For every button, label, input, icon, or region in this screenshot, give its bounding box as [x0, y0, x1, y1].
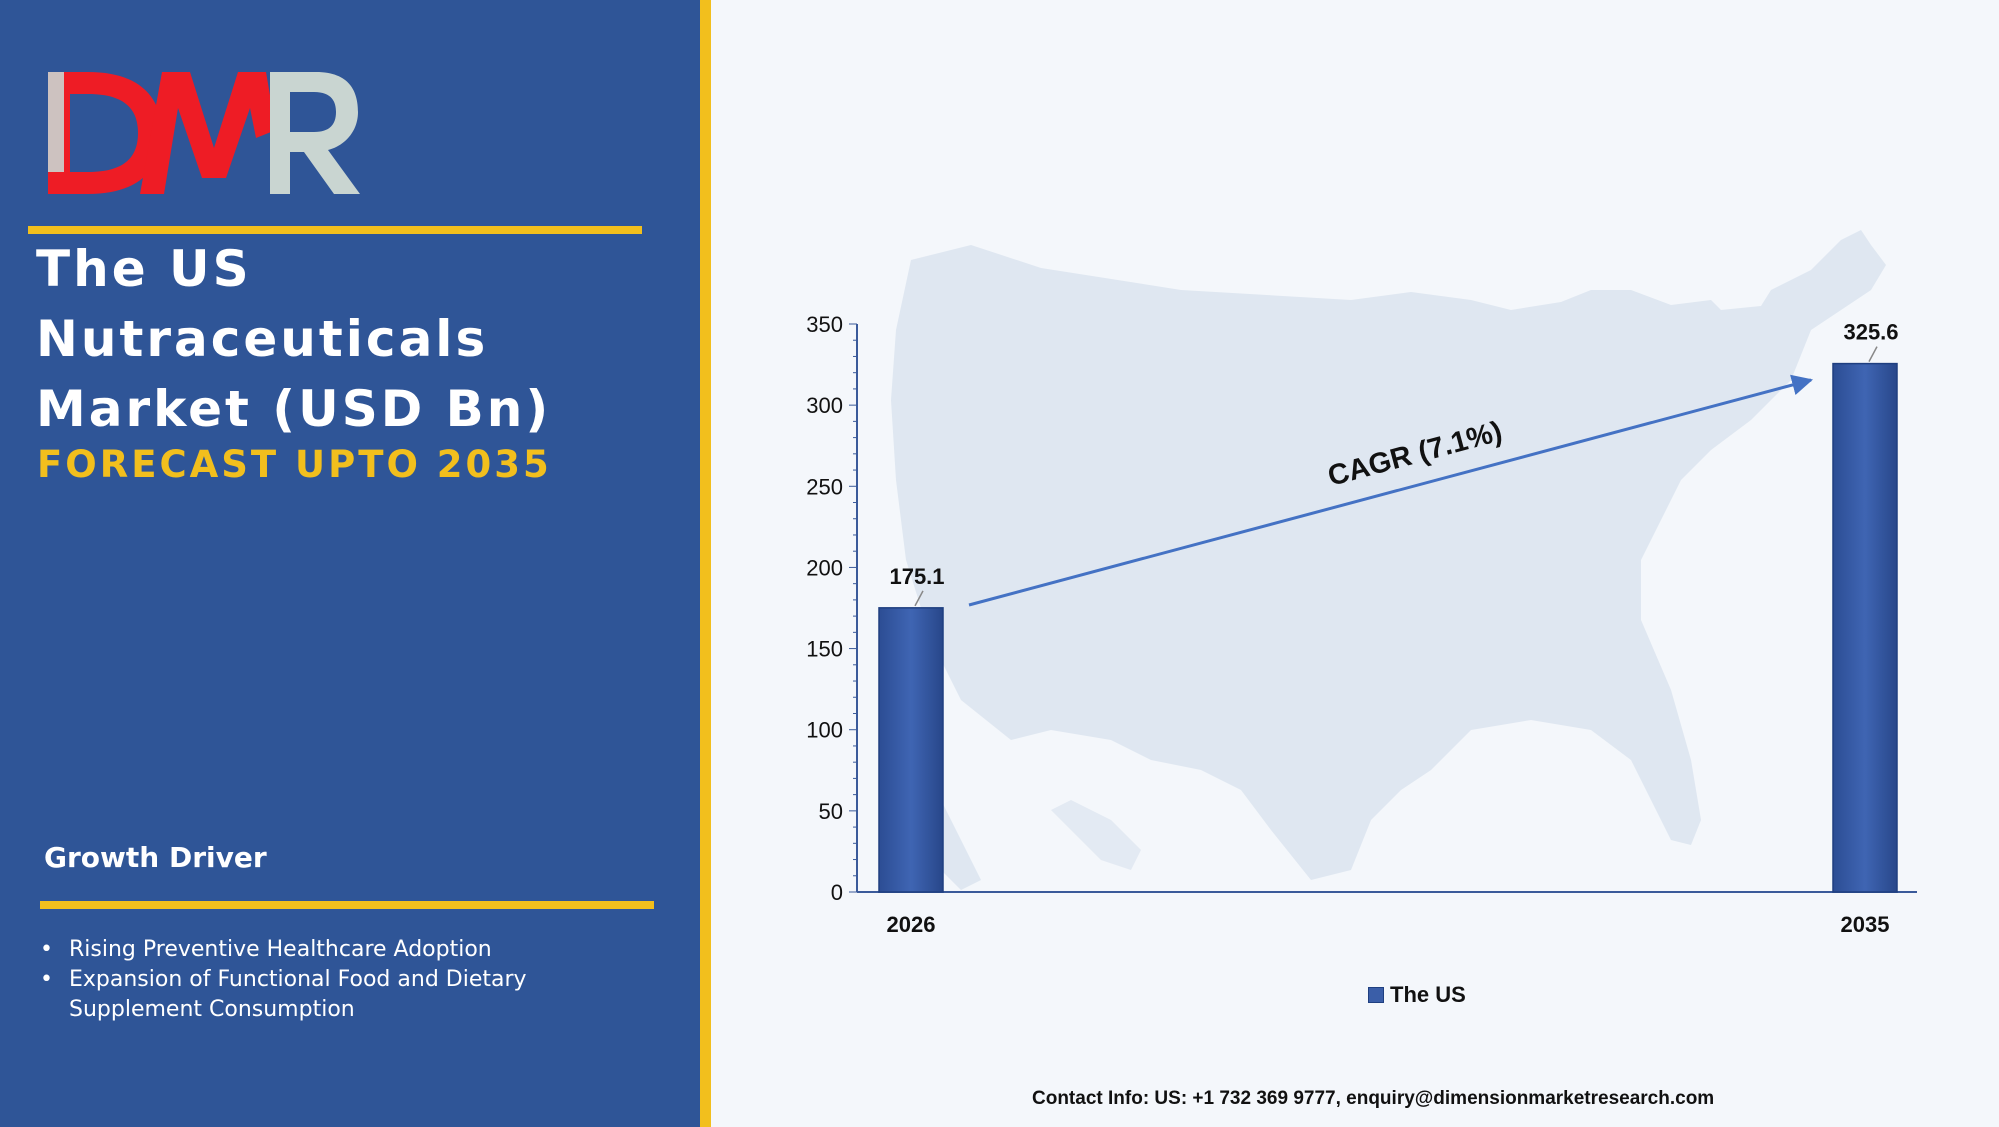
data-label-leader: [914, 590, 924, 607]
growth-driver-list: Rising Preventive Healthcare Adoption Ex…: [40, 935, 660, 1025]
y-tick-label: 0: [831, 880, 843, 905]
title-divider: [28, 226, 642, 234]
y-tick-label: 350: [806, 312, 843, 337]
title-line-1: The US: [36, 240, 252, 298]
chart-legend: The US: [1368, 982, 1466, 1008]
y-axis: 0 50 100 150 200 250 300 350: [806, 312, 858, 905]
contact-info: Contact Info: US: +1 732 369 9777, enqui…: [1032, 1088, 1715, 1109]
bar: [878, 607, 944, 893]
dmr-logo: [48, 72, 360, 194]
x-tick-label: 2035: [1841, 912, 1890, 937]
data-label-leader: [1868, 346, 1878, 362]
data-label: 175.1: [889, 564, 944, 589]
y-tick-label: 50: [819, 799, 843, 824]
growth-driver-item: Expansion of Functional Food and Dietary…: [40, 965, 660, 1025]
x-axis-labels: 2026 2035: [887, 912, 1890, 937]
growth-divider: [40, 901, 654, 909]
us-map-icon: [891, 230, 1886, 890]
bar-series: 175.1 325.6: [878, 320, 1899, 893]
cagr-arrow: [968, 374, 1814, 607]
y-tick-label: 200: [806, 555, 843, 580]
legend-swatch: [1368, 987, 1384, 1003]
left-panel: The US Nutraceuticals Market (USD Bn) FO…: [0, 0, 700, 1127]
y-tick-label: 300: [806, 393, 843, 418]
growth-driver-heading: Growth Driver: [44, 841, 267, 874]
legend-label: The US: [1390, 982, 1466, 1007]
y-tick-label: 100: [806, 718, 843, 743]
growth-driver-item: Rising Preventive Healthcare Adoption: [40, 935, 660, 965]
page-subtitle: FORECAST UPTO 2035: [37, 443, 552, 486]
y-tick-label: 250: [806, 474, 843, 499]
x-tick-label: 2026: [887, 912, 936, 937]
accent-stripe: [700, 0, 711, 1127]
title-line-3: Market (USD Bn): [36, 380, 552, 438]
bar-chart: 0 50 100 150 200 250 300 350 175.1 325.6 2026 203…: [806, 230, 1917, 937]
page-title: The US Nutraceuticals Market (USD Bn): [36, 234, 676, 444]
title-line-2: Nutraceuticals: [36, 310, 489, 368]
bar: [1832, 362, 1898, 893]
y-tick-label: 150: [806, 637, 843, 662]
data-label: 325.6: [1843, 320, 1898, 345]
